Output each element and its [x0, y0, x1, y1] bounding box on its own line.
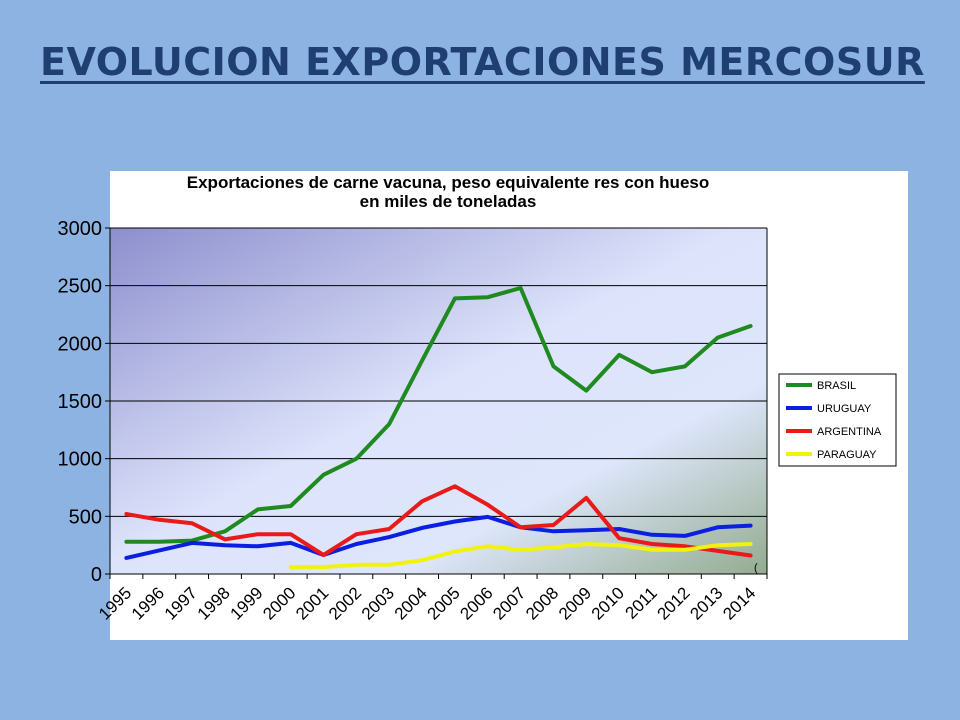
y-tick-label: 500: [69, 506, 102, 528]
series-lines: [124, 286, 753, 570]
legend: BRASIL URUGUAY ARGENTINA PARAGUAY: [778, 373, 897, 467]
series-line-argentina: [124, 484, 753, 558]
legend-box: [778, 373, 897, 467]
y-axis-ticks: 0 500 1000 1500 2000 2500 3000: [58, 218, 110, 586]
series-line-uruguay: [124, 514, 753, 560]
y-tick-label: 1000: [58, 449, 103, 471]
annotation-text: (: [754, 562, 758, 574]
chart-title-line-1: Exportaciones de carne vacuna, peso equi…: [187, 173, 709, 192]
legend-label-brasil: BRASIL: [817, 380, 856, 392]
y-tick-label: 3000: [58, 218, 103, 240]
chart-title-line-2: en miles de toneladas: [360, 192, 537, 211]
y-tick-label: 2000: [58, 333, 103, 355]
slide-title: EVOLUCION EXPORTACIONES MERCOSUR: [40, 40, 925, 84]
y-tick-label: 0: [91, 564, 102, 586]
y-tick-label: 2500: [58, 276, 103, 298]
legend-label-argentina: ARGENTINA: [817, 426, 882, 438]
series-line-brasil: [124, 286, 753, 544]
legend-label-uruguay: URUGUAY: [817, 403, 872, 415]
legend-label-paraguay: PARAGUAY: [817, 449, 877, 461]
series-line-paraguay: [288, 542, 753, 570]
y-tick-label: 1500: [58, 391, 103, 413]
